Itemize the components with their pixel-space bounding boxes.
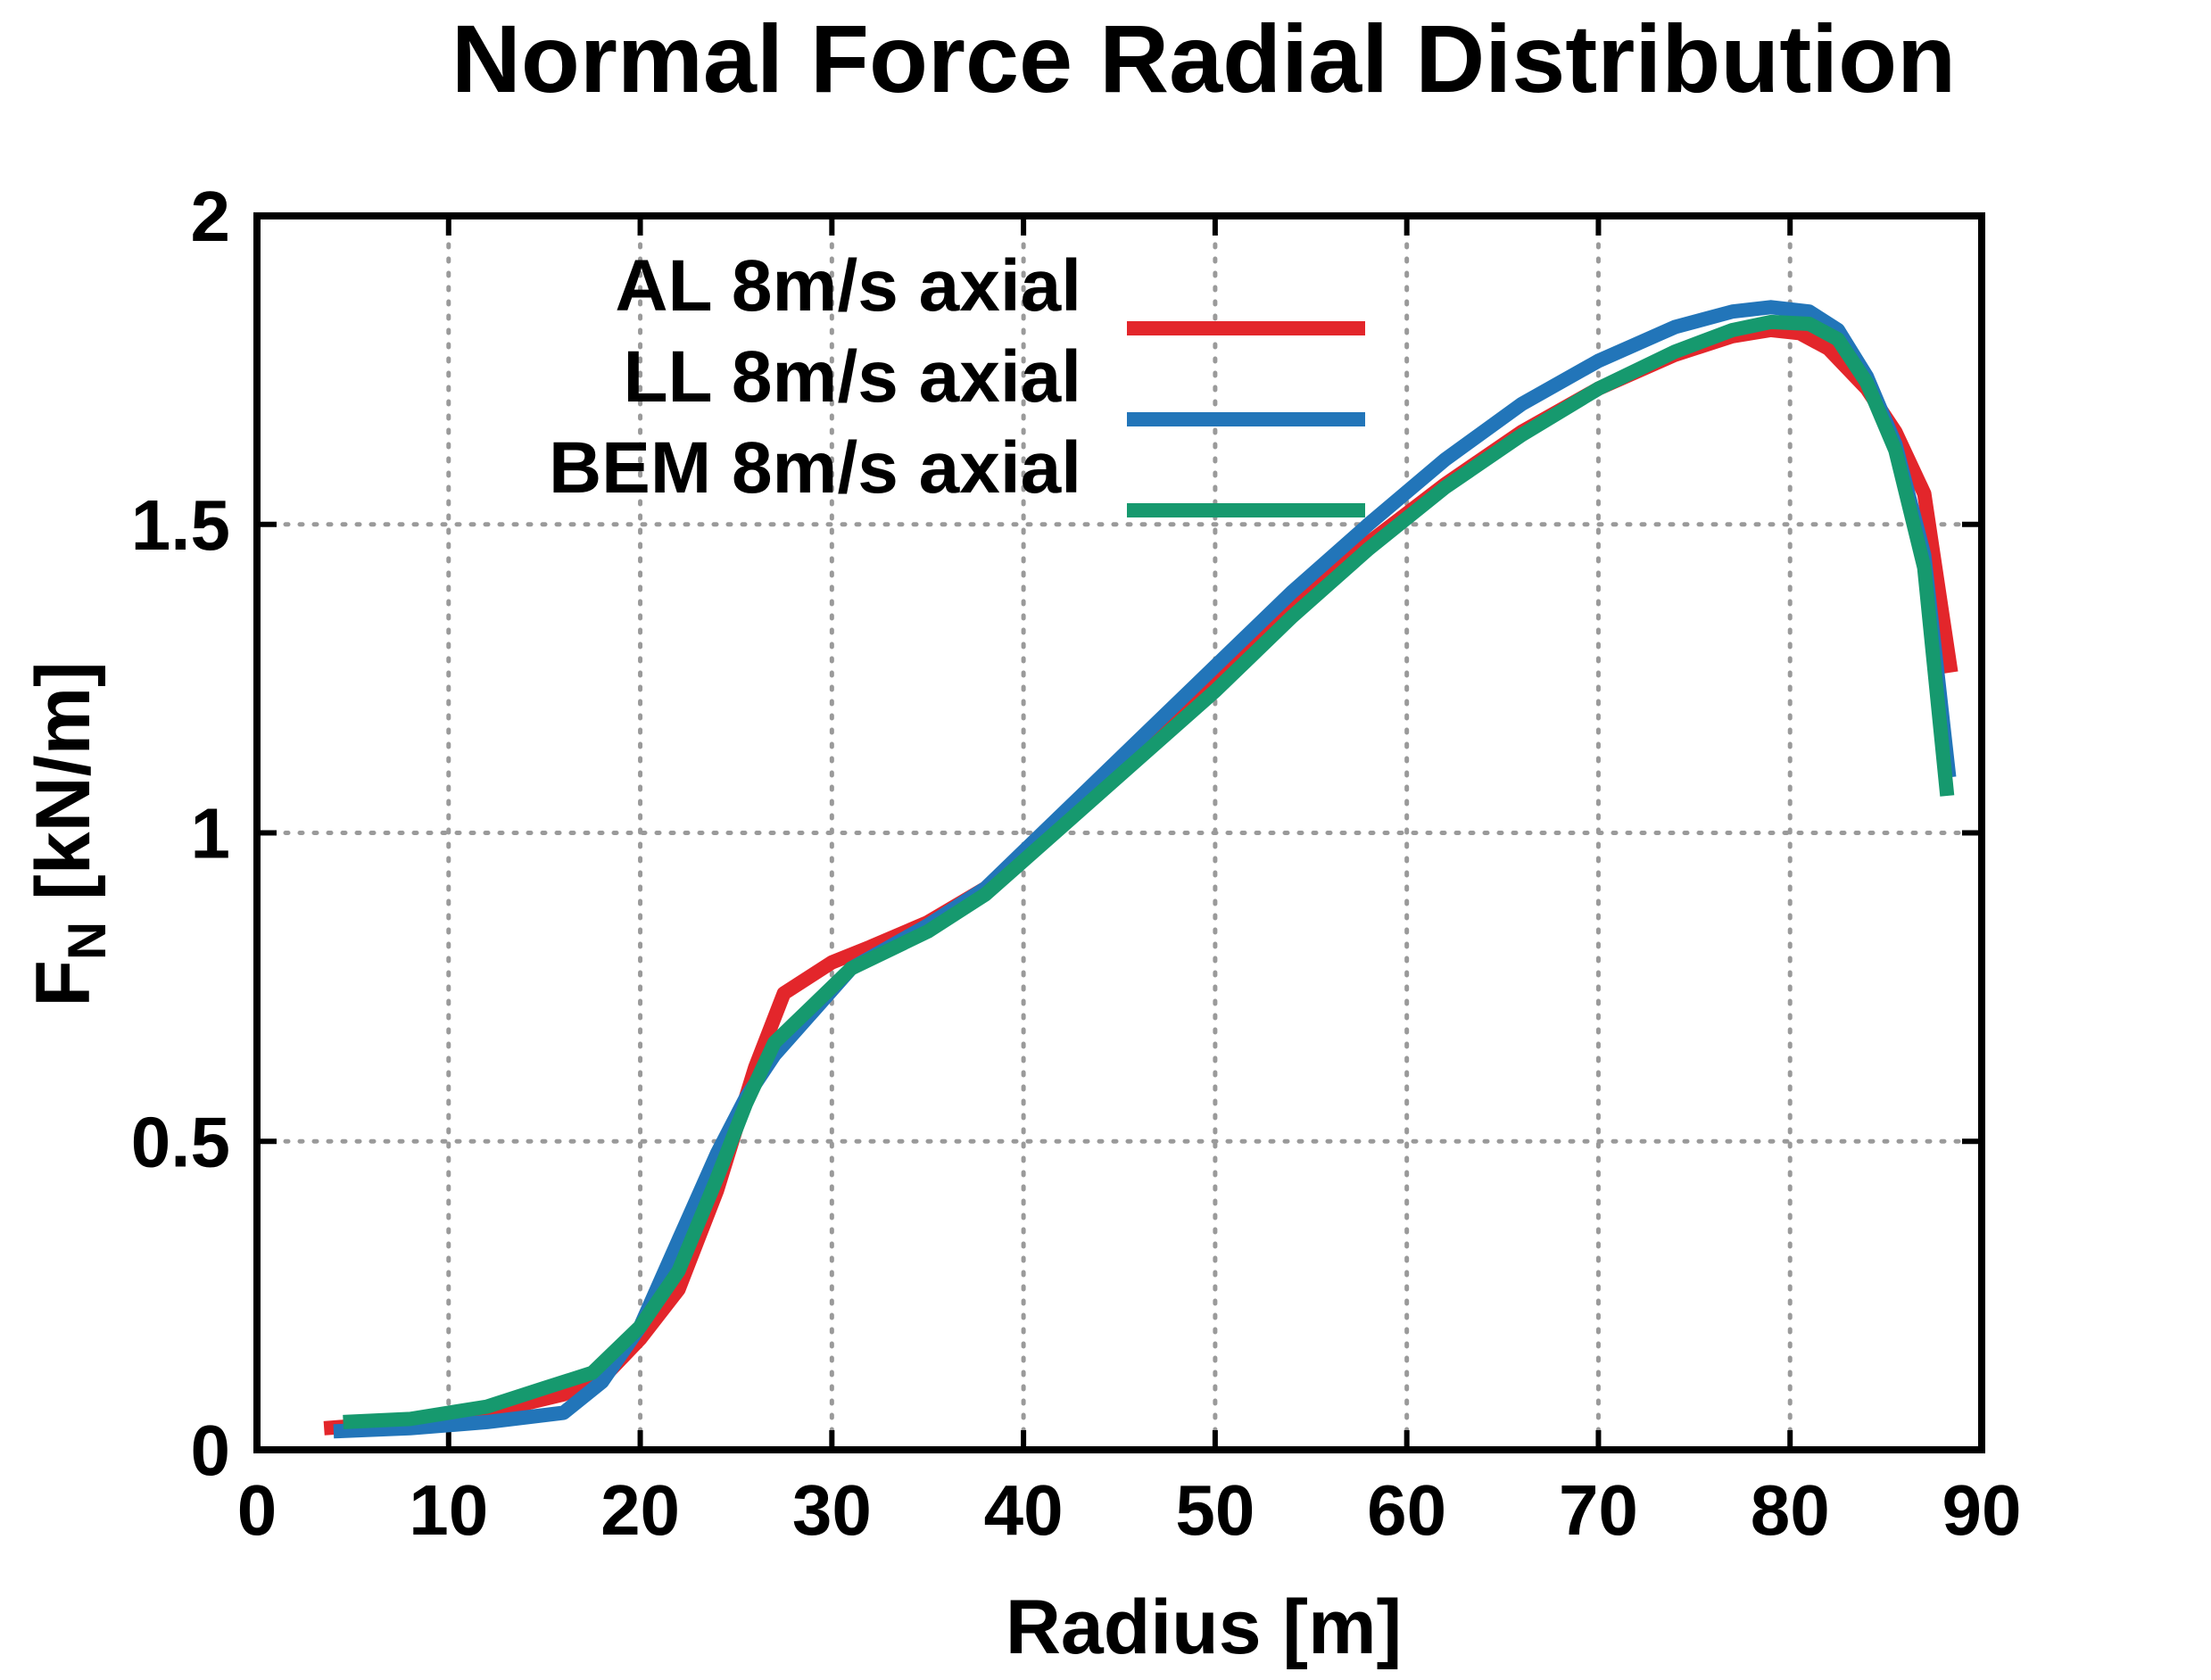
y-axis-label-main: F xyxy=(21,960,106,1007)
x-tick-label: 10 xyxy=(409,1470,488,1550)
x-tick-label: 40 xyxy=(984,1470,1064,1550)
y-tick-labels: 0 0.5 1 1.5 2 xyxy=(131,177,230,1490)
x-tick-label: 60 xyxy=(1367,1470,1446,1550)
y-axis-label-subscript: N xyxy=(57,922,117,960)
legend-label: BEM 8m/s axial xyxy=(549,427,1081,509)
legend: AL 8m/s axial LL 8m/s axial BEM 8m/s axial xyxy=(549,245,1365,517)
series-line xyxy=(343,314,1955,1429)
y-tick-label: 0.5 xyxy=(131,1102,230,1181)
y-tick-label: 1 xyxy=(191,794,231,873)
y-axis-label: FN [kN/m] xyxy=(21,661,117,1006)
x-tick-label: 0 xyxy=(237,1470,277,1550)
y-axis-label-units: [kN/m] xyxy=(21,661,106,921)
plot-frame xyxy=(253,212,1985,1453)
y-tick-label: 1.5 xyxy=(131,485,230,565)
x-tick-label: 70 xyxy=(1559,1470,1638,1550)
grid-lines xyxy=(254,213,1984,1452)
x-tick-label: 50 xyxy=(1175,1470,1255,1550)
x-tick-label: 90 xyxy=(1942,1470,2022,1550)
x-tick-label: 30 xyxy=(792,1470,872,1550)
chart-title: Normal Force Radial Distribution xyxy=(451,4,1956,112)
x-axis-label: Radius [m] xyxy=(1006,1585,1402,1670)
legend-label: AL 8m/s axial xyxy=(615,245,1081,327)
y-tick-label: 0 xyxy=(191,1411,231,1490)
x-tick-label: 20 xyxy=(600,1470,680,1550)
legend-label: LL 8m/s axial xyxy=(623,336,1081,418)
x-tick-label: 80 xyxy=(1751,1470,1830,1550)
y-tick-label: 2 xyxy=(191,177,231,256)
series-lines xyxy=(323,300,1958,1439)
x-tick-labels: 0 10 20 30 40 50 60 70 80 90 xyxy=(237,1470,2022,1550)
